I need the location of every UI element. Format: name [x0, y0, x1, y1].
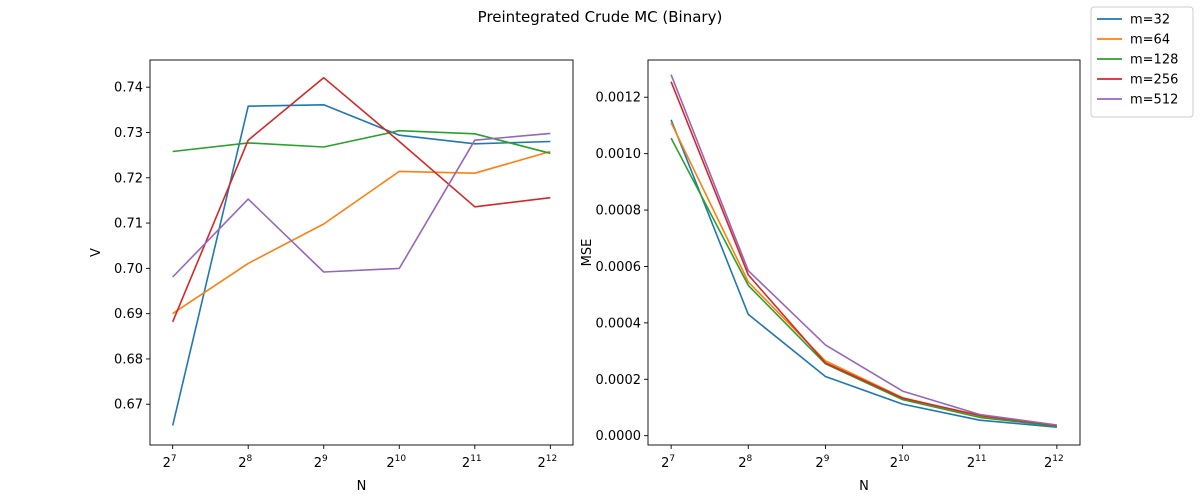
x-tick-label: 27	[661, 454, 675, 471]
series-line-m-32	[171, 104, 551, 426]
axes-panel-1: 27 28 29 210 211 212 0.67 0.68 0.69 0.70 0.71 0.72 0…	[89, 59, 574, 494]
y-tick-label: 0.67	[114, 398, 143, 413]
series-line-m-512	[172, 132, 551, 278]
x-tick-label: 211	[967, 454, 987, 471]
series-line-m-256	[670, 81, 1058, 427]
x-tick-label: 28	[238, 454, 252, 471]
y-tick-label: 0.74	[114, 81, 143, 96]
y-tick-label: 0.0012	[596, 91, 642, 106]
series-line-m-64	[172, 150, 551, 315]
x-tick-label: 28	[738, 454, 752, 471]
y-tick-label: 0.0004	[596, 316, 642, 331]
y-tick-label: 0.71	[114, 217, 143, 232]
legend-label: m=256	[1130, 73, 1178, 88]
axes-root: 27 28 29 210 211 212 0.67 0.68 0.69 0.70 0.71 0.72 0…	[89, 59, 1081, 494]
axes-panel-2: 27 28 29 210 211 212 0.0000 0.0002 0.0004 0.0006 0…	[580, 59, 1081, 494]
legend-label: m=32	[1130, 13, 1170, 28]
axes-frame	[149, 59, 574, 446]
x-tick-label: 211	[462, 454, 482, 471]
series-line-m-32	[670, 119, 1057, 428]
y-tick-label: 0.73	[114, 126, 143, 141]
series-line-m-128	[172, 129, 551, 155]
legend-label: m=64	[1130, 33, 1170, 48]
y-tick-label: 0.68	[114, 352, 143, 367]
x-tick-label: 29	[314, 454, 328, 471]
series-line-m-256	[171, 76, 551, 323]
y-tick-label: 0.0002	[596, 373, 642, 388]
x-tick-label: 212	[537, 454, 557, 471]
y-tick-label: 0.70	[114, 262, 143, 277]
legend-label: m=128	[1130, 53, 1178, 68]
y-axis-label: V	[89, 248, 104, 257]
axes-frame	[647, 59, 1081, 446]
y-tick-label: 0.0010	[596, 147, 642, 162]
y-axis-label: MSE	[580, 239, 595, 267]
y-tick-label: 0.0008	[596, 204, 642, 219]
x-axis-label: N	[357, 479, 367, 494]
y-tick-label: 0.72	[114, 171, 143, 186]
legend: m=32 m=64 m=128 m=256 m=512	[1090, 6, 1194, 118]
x-tick-label: 210	[890, 454, 910, 471]
series-line-m-64	[670, 122, 1057, 427]
figure-title: Preintegrated Crude MC (Binary)	[478, 8, 723, 26]
y-tick-label: 0.69	[114, 307, 143, 322]
series-line-m-512	[670, 74, 1058, 426]
x-tick-label: 29	[815, 454, 829, 471]
series-line-m-128	[670, 137, 1057, 428]
legend-box	[1090, 6, 1194, 118]
x-tick-label: 27	[163, 454, 177, 471]
x-tick-label: 210	[386, 454, 406, 471]
x-axis-label: N	[859, 479, 869, 494]
legend-label: m=512	[1130, 93, 1178, 108]
y-tick-label: 0.0000	[596, 429, 642, 444]
x-tick-label: 212	[1044, 454, 1064, 471]
y-tick-label: 0.0006	[596, 260, 642, 275]
